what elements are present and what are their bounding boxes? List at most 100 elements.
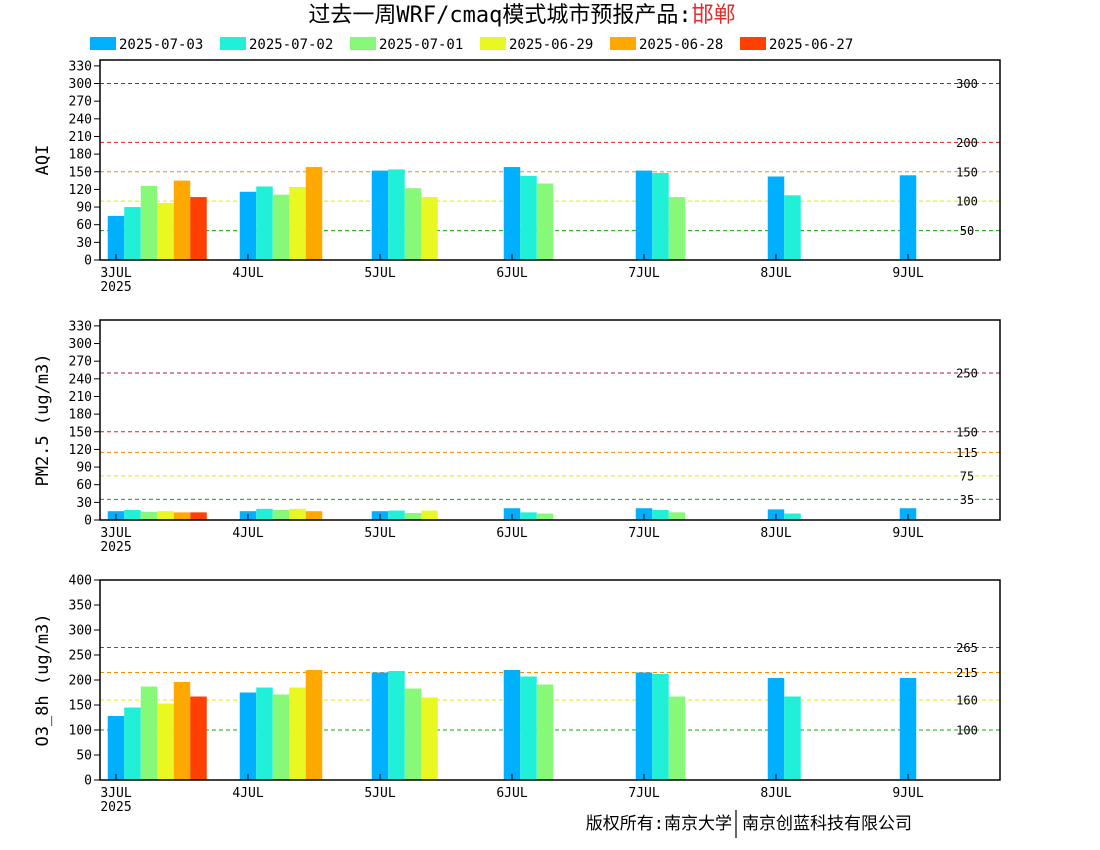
chart-title-city: 邯郸 — [692, 3, 736, 28]
x-tick-label: 7JUL — [628, 786, 659, 801]
y-tick-label: 150 — [69, 165, 92, 180]
y-tick-label: 330 — [69, 59, 92, 74]
chart-panels: 0306090120150180210240270300330AQI300200… — [33, 59, 1001, 815]
bar-2025-06-28-day2 — [305, 511, 323, 520]
x-tick-label: 6JUL — [496, 526, 527, 541]
x-tick-label: 9JUL — [892, 526, 923, 541]
bar-2025-06-28-day1 — [173, 512, 191, 520]
panel-3: 0 50 100 150 200 250 300 350 400 O3_8h (ug/m3) 265… — [33, 574, 1001, 815]
bar-2025-07-01-day4 — [536, 183, 554, 260]
y-tick-label: 350 — [69, 599, 92, 614]
bar-2025-07-03-day6 — [767, 678, 785, 780]
threshold-label-215: 215 — [956, 666, 978, 680]
bar-2025-07-02-day6 — [784, 513, 801, 520]
y-tick-label: 210 — [69, 390, 92, 405]
bar-2025-07-02-day5 — [652, 172, 669, 260]
threshold-label-150: 150 — [956, 425, 978, 439]
bar-2025-07-01-day1 — [140, 511, 158, 520]
legend-label-2025-06-28: 2025-06-28 — [639, 37, 723, 53]
y-tick-label: 300 — [69, 624, 92, 639]
bar-2025-07-01-day5 — [668, 512, 686, 520]
bar-2025-07-01-day3 — [404, 188, 422, 260]
x-tick-label: 4JUL — [232, 526, 263, 541]
bar-2025-07-02-day2 — [256, 508, 273, 520]
bar-2025-07-01-day3 — [404, 688, 422, 780]
bar-2025-06-27-day1 — [190, 696, 207, 780]
y-tick-label: 240 — [69, 372, 92, 387]
bar-2025-07-02-day4 — [520, 175, 537, 260]
bar-2025-07-02-day3 — [388, 671, 405, 780]
bar-2025-07-02-day6 — [784, 696, 801, 780]
x-tick-label: 3JUL — [100, 266, 131, 281]
threshold-label-200: 200 — [956, 136, 978, 150]
bar-2025-07-01-day2 — [272, 510, 290, 520]
bar-2025-07-03-day3 — [371, 170, 389, 260]
bar-2025-07-02-day2 — [256, 186, 273, 260]
chart-title: 过去一周WRF/cmaq模式城市预报产品:邯郸 — [308, 3, 735, 28]
bar-2025-07-03-day1 — [107, 716, 125, 780]
plot-frame — [99, 59, 1001, 261]
bar-2025-07-02-day4 — [520, 676, 537, 780]
bar-2025-07-01-day4 — [536, 684, 554, 780]
bar-2025-06-28-day2 — [305, 167, 323, 260]
bar-2025-07-03-day2 — [239, 191, 257, 260]
y-tick-label: 250 — [69, 649, 92, 664]
y-tick-label: 90 — [76, 201, 92, 216]
bar-2025-06-28-day1 — [173, 682, 191, 780]
legend-label-2025-07-01: 2025-07-01 — [379, 37, 463, 53]
legend: 2025-07-03 2025-07-02 2025-07-01 2025-06-29… — [90, 37, 853, 53]
bar-2025-07-03-day3 — [371, 672, 389, 780]
x-year-label: 2025 — [100, 800, 131, 815]
y-tick-label: 60 — [76, 478, 92, 493]
x-tick-label: 7JUL — [628, 526, 659, 541]
legend-swatch-2025-06-28 — [610, 37, 636, 50]
legend-label-2025-07-03: 2025-07-03 — [119, 37, 203, 53]
y-tick-label: 210 — [69, 130, 92, 145]
copyright-footer: 版权所有:南京大学 南京创蓝科技有限公司 — [586, 810, 912, 838]
copyright-right: 南京创蓝科技有限公司 — [742, 814, 912, 834]
bar-2025-07-03-day1 — [107, 215, 125, 260]
bar-2025-07-02-day5 — [652, 674, 669, 780]
bar-2025-07-03-day7 — [899, 678, 917, 780]
bar-2025-07-01-day5 — [668, 696, 686, 780]
y-axis-label: O3_8h (ug/m3) — [33, 613, 53, 746]
y-tick-label: 400 — [69, 574, 92, 589]
legend-swatch-2025-06-27 — [740, 37, 766, 50]
y-tick-label: 0 — [84, 254, 92, 269]
copyright-left: 版权所有:南京大学 — [586, 814, 732, 834]
x-tick-label: 4JUL — [232, 266, 263, 281]
y-tick-label: 60 — [76, 218, 92, 233]
threshold-label-160: 160 — [956, 694, 978, 708]
y-tick-label: 0 — [84, 774, 92, 789]
bar-2025-07-03-day5 — [635, 170, 653, 260]
x-tick-label: 7JUL — [628, 266, 659, 281]
x-tick-label: 8JUL — [760, 786, 791, 801]
bar-2025-06-29-day2 — [289, 508, 306, 520]
bar-2025-07-01-day2 — [272, 194, 290, 260]
bar-2025-06-27-day1 — [190, 197, 207, 260]
y-tick-label: 300 — [69, 77, 92, 92]
bar-2025-07-01-day2 — [272, 694, 290, 780]
x-year-label: 2025 — [100, 540, 131, 555]
bar-2025-06-29-day3 — [421, 197, 438, 260]
x-tick-label: 6JUL — [496, 786, 527, 801]
y-tick-label: 120 — [69, 183, 92, 198]
bar-2025-07-01-day4 — [536, 513, 554, 520]
bar-2025-07-02-day3 — [388, 169, 405, 260]
bar-2025-07-02-day1 — [124, 510, 141, 520]
y-tick-label: 180 — [69, 148, 92, 163]
y-tick-label: 180 — [69, 408, 92, 423]
bar-2025-07-01-day1 — [140, 185, 158, 260]
plot-frame — [99, 579, 1001, 781]
y-tick-label: 0 — [84, 514, 92, 529]
y-tick-label: 30 — [76, 496, 92, 511]
x-tick-label: 8JUL — [760, 526, 791, 541]
y-tick-label: 90 — [76, 461, 92, 476]
y-tick-label: 120 — [69, 443, 92, 458]
y-axis-label: AQI — [33, 145, 53, 176]
bar-2025-06-29-day2 — [289, 187, 306, 260]
y-axis-label: PM2.5 (ug/m3) — [33, 353, 53, 486]
panel-1: 0 30 60 90 120 150 180 210 240 270 300 330 AQI 300 200… — [33, 59, 1001, 295]
plot-frame — [99, 319, 1001, 521]
